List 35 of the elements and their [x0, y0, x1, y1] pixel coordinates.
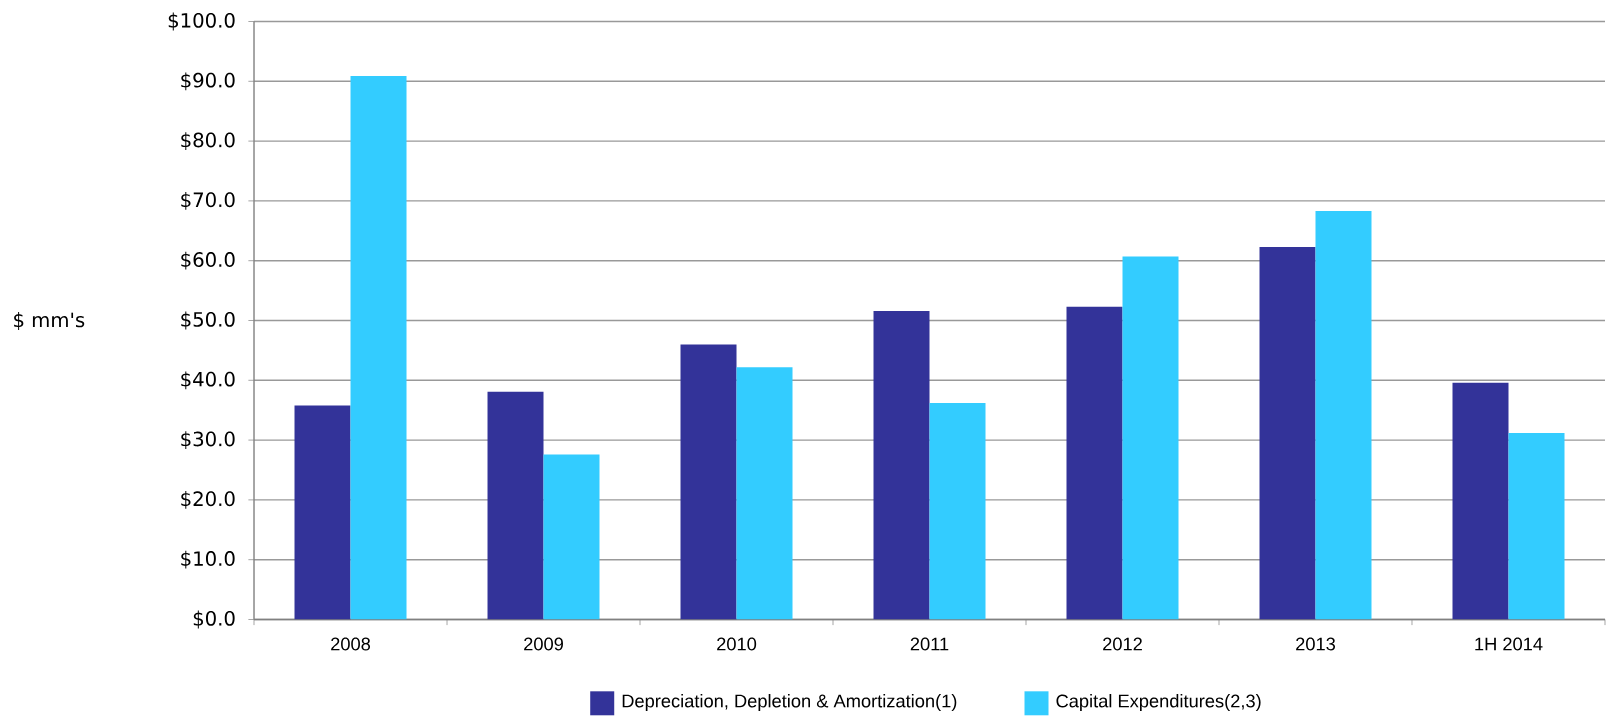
x-tick-label: 1H 2014: [1475, 637, 1543, 651]
y-tick-label: $20.0: [181, 490, 235, 509]
x-tick-label: 2011: [910, 637, 949, 651]
bar: [1066, 306, 1123, 620]
bar: [1508, 432, 1565, 620]
y-tick-label: $80.0: [181, 132, 235, 150]
bar: [1315, 211, 1372, 620]
legend-label: Depreciation, Depletion & Amortization(1): [622, 694, 957, 712]
bar: [350, 75, 407, 620]
y-axis-title: $ mm's: [14, 312, 85, 330]
x-tick-label: 2012: [1103, 637, 1142, 651]
y-tick-label: $70.0: [181, 191, 235, 210]
y-tick-label: $40.0: [181, 371, 235, 390]
bar: [487, 391, 544, 620]
bar: [680, 344, 737, 620]
y-tick-label: $30.0: [181, 431, 235, 449]
x-tick-label: 2010: [717, 637, 757, 651]
bar: [873, 310, 930, 620]
y-tick-label: $90.0: [181, 72, 235, 91]
y-tick-label: $0.0: [193, 610, 235, 629]
bar: [1122, 256, 1179, 620]
bar: [294, 405, 351, 620]
bar: [929, 403, 986, 620]
bar: [1259, 246, 1316, 620]
legend-label: Capital Expenditures(2,3): [1056, 694, 1261, 712]
y-tick-label: $50.0: [181, 311, 235, 330]
x-tick-label: 2013: [1296, 637, 1336, 651]
bar: [736, 367, 793, 620]
bar: [543, 454, 600, 620]
y-tick-label: $60.0: [181, 251, 235, 270]
y-tick-label: $10.0: [181, 550, 235, 569]
y-tick-label: $100.0: [168, 12, 235, 31]
x-tick-label: 2009: [524, 637, 563, 651]
bar: [1452, 382, 1509, 620]
x-tick-label: 2008: [331, 637, 371, 651]
